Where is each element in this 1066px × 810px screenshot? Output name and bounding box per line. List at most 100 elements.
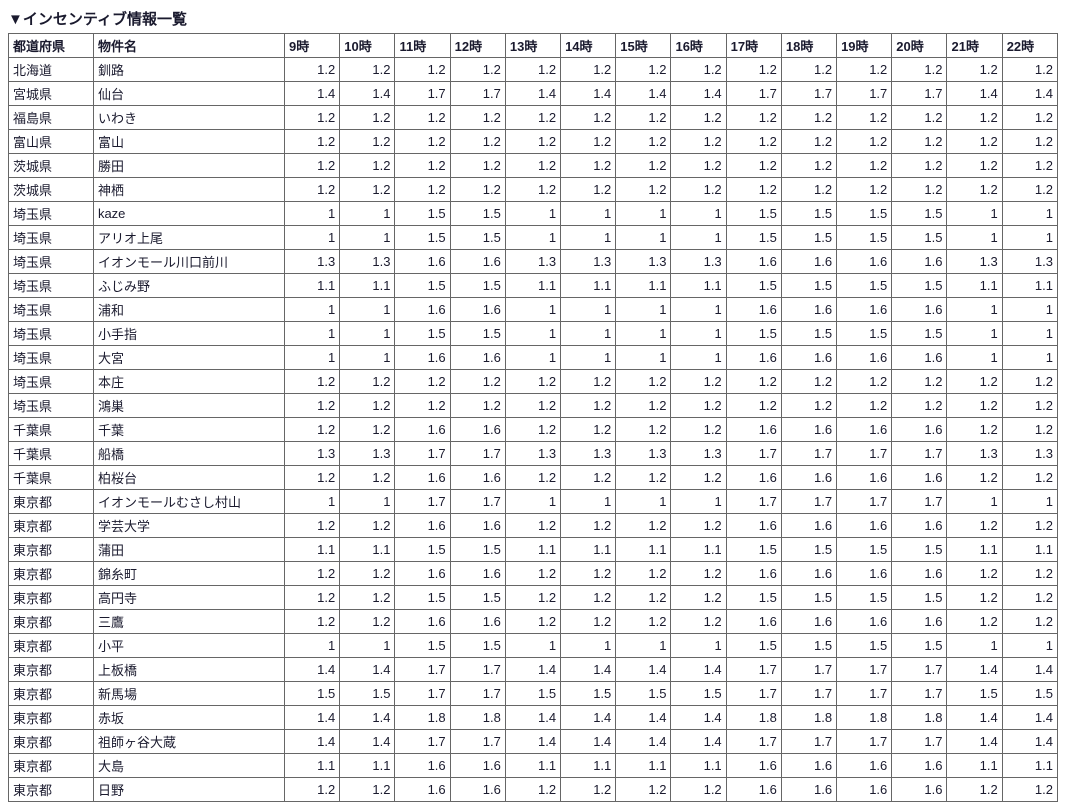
cell-value: 1.1 (340, 538, 395, 562)
cell-value: 1.7 (395, 490, 450, 514)
cell-value: 1.5 (671, 682, 726, 706)
cell-value: 1.3 (561, 250, 616, 274)
cell-value: 1.3 (340, 442, 395, 466)
cell-value: 1.3 (616, 250, 671, 274)
table-row: 埼玉県大宮111.61.611111.61.61.61.611 (9, 346, 1058, 370)
cell-value: 1.6 (726, 562, 781, 586)
cell-prefecture: 千葉県 (9, 418, 94, 442)
cell-value: 1.2 (1002, 466, 1057, 490)
cell-value: 1.2 (671, 154, 726, 178)
cell-value: 1.2 (1002, 418, 1057, 442)
cell-value: 1.6 (395, 346, 450, 370)
cell-value: 1.2 (837, 58, 892, 82)
cell-value: 1.5 (781, 202, 836, 226)
cell-value: 1 (947, 202, 1002, 226)
cell-value: 1 (340, 298, 395, 322)
cell-value: 1.6 (726, 610, 781, 634)
cell-value: 1.2 (1002, 58, 1057, 82)
cell-value: 1.2 (285, 394, 340, 418)
cell-value: 1.7 (726, 442, 781, 466)
cell-value: 1.2 (340, 562, 395, 586)
cell-value: 1.1 (561, 754, 616, 778)
table-row: 東京都大島1.11.11.61.61.11.11.11.11.61.61.61.… (9, 754, 1058, 778)
cell-value: 1.6 (781, 250, 836, 274)
cell-value: 1 (561, 322, 616, 346)
cell-value: 1.2 (561, 130, 616, 154)
cell-value: 1.2 (340, 778, 395, 802)
cell-value: 1.6 (395, 418, 450, 442)
cell-value: 1.2 (726, 130, 781, 154)
table-row: 埼玉県本庄1.21.21.21.21.21.21.21.21.21.21.21.… (9, 370, 1058, 394)
cell-value: 1.2 (837, 106, 892, 130)
cell-value: 1 (505, 634, 560, 658)
cell-prefecture: 東京都 (9, 706, 94, 730)
cell-value: 1.2 (616, 418, 671, 442)
cell-value: 1.2 (395, 154, 450, 178)
cell-value: 1.2 (285, 514, 340, 538)
cell-value: 1.2 (561, 58, 616, 82)
cell-value: 1.2 (671, 610, 726, 634)
cell-name: 日野 (93, 778, 284, 802)
cell-value: 1.2 (505, 586, 560, 610)
table-header-row: 都道府県 物件名 9時 10時 11時 12時 13時 14時 15時 16時 … (9, 34, 1058, 58)
table-row: 埼玉県イオンモール川口前川1.31.31.61.61.31.31.31.31.6… (9, 250, 1058, 274)
cell-prefecture: 北海道 (9, 58, 94, 82)
cell-name: ふじみ野 (93, 274, 284, 298)
cell-value: 1.2 (1002, 394, 1057, 418)
cell-value: 1 (671, 490, 726, 514)
cell-value: 1.5 (726, 226, 781, 250)
cell-value: 1.7 (726, 82, 781, 106)
cell-value: 1.4 (505, 730, 560, 754)
cell-value: 1.3 (505, 250, 560, 274)
cell-value: 1.3 (616, 442, 671, 466)
cell-prefecture: 埼玉県 (9, 394, 94, 418)
cell-value: 1.2 (561, 418, 616, 442)
incentive-table: 都道府県 物件名 9時 10時 11時 12時 13時 14時 15時 16時 … (8, 33, 1058, 802)
cell-value: 1.6 (395, 610, 450, 634)
cell-value: 1.7 (781, 442, 836, 466)
cell-value: 1.1 (505, 754, 560, 778)
cell-value: 1.6 (726, 466, 781, 490)
cell-value: 1.4 (947, 706, 1002, 730)
cell-value: 1.7 (892, 682, 947, 706)
cell-value: 1 (561, 634, 616, 658)
cell-prefecture: 富山県 (9, 130, 94, 154)
cell-prefecture: 宮城県 (9, 82, 94, 106)
table-row: 富山県富山1.21.21.21.21.21.21.21.21.21.21.21.… (9, 130, 1058, 154)
cell-value: 1.2 (285, 418, 340, 442)
cell-value: 1.2 (561, 178, 616, 202)
cell-value: 1 (616, 634, 671, 658)
cell-value: 1.5 (781, 538, 836, 562)
cell-name: 船橋 (93, 442, 284, 466)
cell-value: 1.1 (505, 274, 560, 298)
cell-value: 1.5 (285, 682, 340, 706)
cell-value: 1.5 (450, 538, 505, 562)
cell-value: 1.6 (892, 610, 947, 634)
cell-value: 1.5 (781, 322, 836, 346)
cell-value: 1.2 (781, 130, 836, 154)
cell-name: アリオ上尾 (93, 226, 284, 250)
cell-value: 1.5 (781, 586, 836, 610)
table-row: 茨城県勝田1.21.21.21.21.21.21.21.21.21.21.21.… (9, 154, 1058, 178)
cell-value: 1.6 (395, 562, 450, 586)
cell-value: 1.3 (285, 442, 340, 466)
cell-value: 1.5 (726, 202, 781, 226)
cell-value: 1.2 (1002, 154, 1057, 178)
cell-value: 1.4 (505, 658, 560, 682)
cell-value: 1.6 (892, 778, 947, 802)
cell-value: 1.2 (561, 586, 616, 610)
table-body: 北海道釧路1.21.21.21.21.21.21.21.21.21.21.21.… (9, 58, 1058, 802)
cell-prefecture: 千葉県 (9, 466, 94, 490)
cell-value: 1.2 (395, 394, 450, 418)
cell-value: 1.2 (837, 178, 892, 202)
cell-value: 1.5 (1002, 682, 1057, 706)
cell-value: 1.7 (892, 658, 947, 682)
cell-value: 1.6 (726, 298, 781, 322)
cell-value: 1.1 (616, 274, 671, 298)
cell-value: 1.2 (561, 610, 616, 634)
cell-value: 1.7 (450, 730, 505, 754)
cell-value: 1.2 (671, 106, 726, 130)
cell-value: 1.3 (505, 442, 560, 466)
cell-value: 1.7 (450, 82, 505, 106)
cell-value: 1.6 (837, 418, 892, 442)
